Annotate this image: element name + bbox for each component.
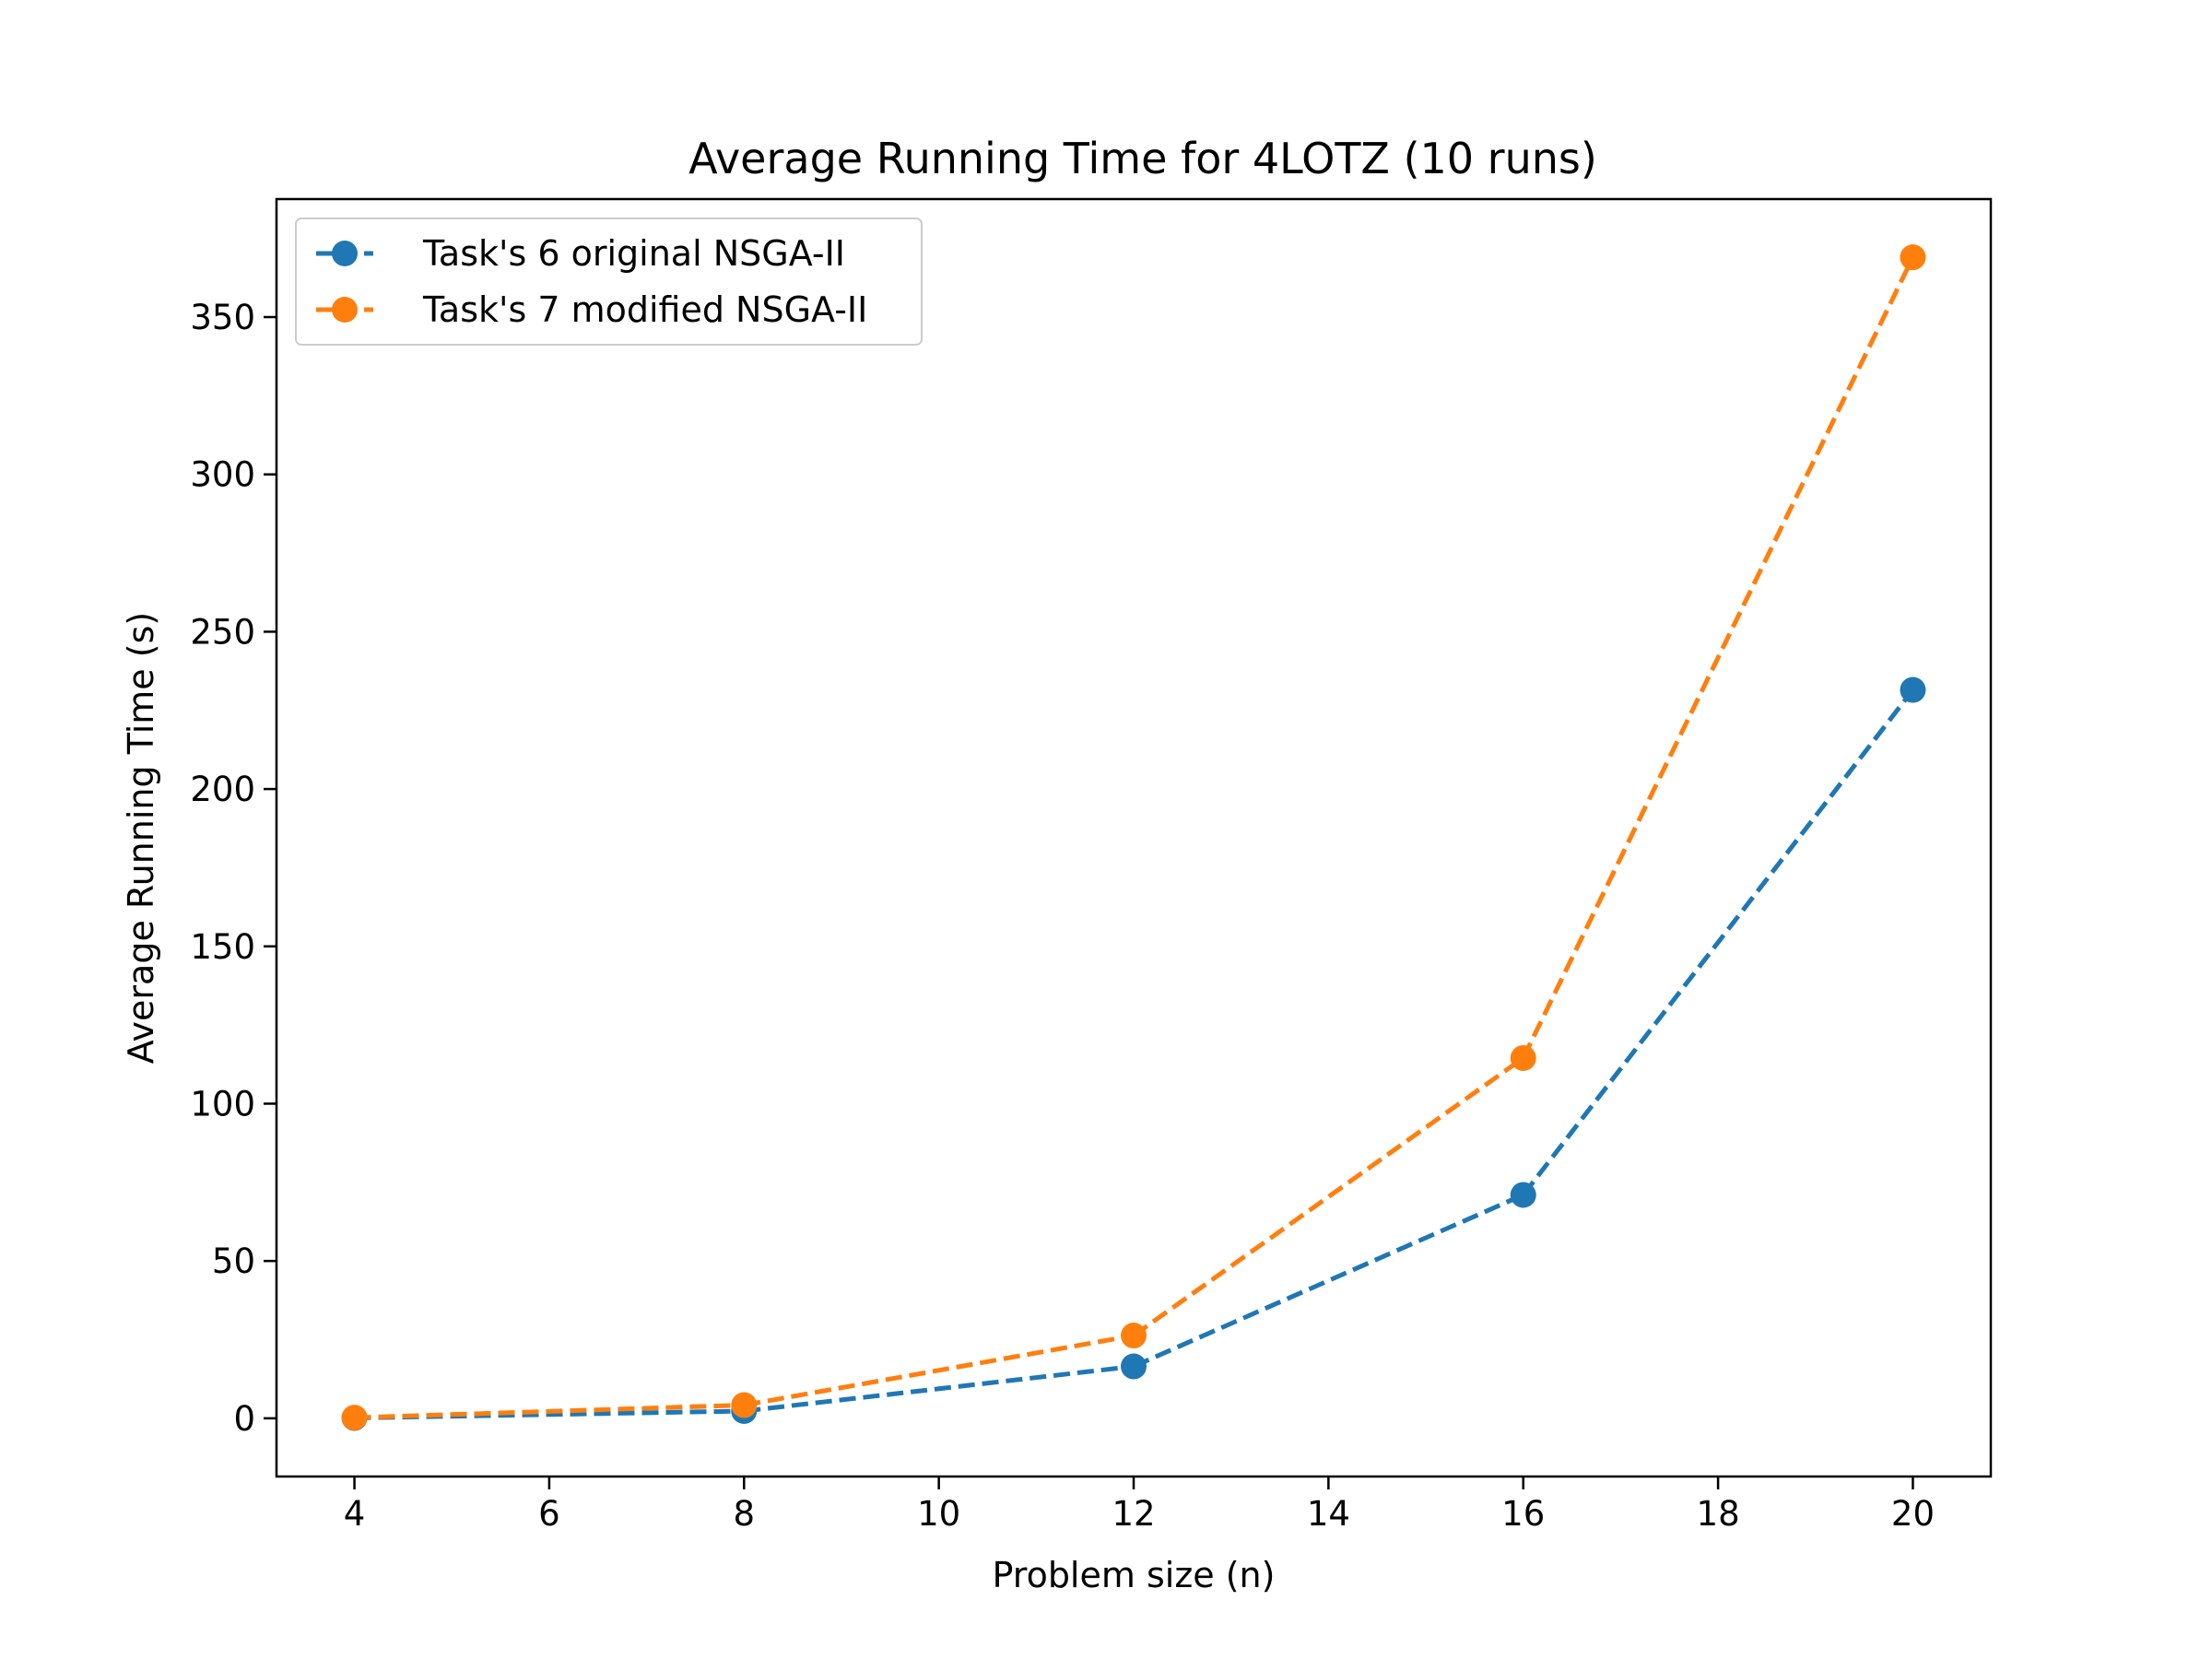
y-axis-label: Average Running Time (s): [121, 612, 161, 1064]
data-point: [1510, 1044, 1536, 1071]
legend-label: Task's 7 modified NSGA-II: [422, 289, 867, 330]
legend-box: [295, 218, 923, 346]
legend-label: Task's 6 original NSGA-II: [422, 233, 845, 274]
x-tick-label: 18: [1697, 1494, 1740, 1534]
y-tick-label: 300: [190, 455, 255, 495]
series-line-segment: [354, 1403, 745, 1420]
series-layer: [341, 244, 1926, 1431]
y-tick-label: 200: [190, 770, 255, 809]
y-tick-label: 350: [190, 298, 255, 337]
legend: Task's 6 original NSGA-II Task's 7 modifi…: [295, 218, 923, 346]
data-point: [341, 1405, 368, 1431]
x-tick-label: 10: [917, 1494, 960, 1534]
series-2: [341, 244, 1926, 1431]
legend-marker: [332, 297, 358, 323]
data-point: [1900, 244, 1926, 271]
x-axis-label: Problem size (n): [993, 1555, 1276, 1595]
data-point: [1121, 1353, 1147, 1380]
series-line-segment: [743, 1333, 1135, 1407]
x-tick-label: 12: [1112, 1494, 1155, 1534]
x-tick-label: 14: [1307, 1494, 1350, 1534]
data-point: [1900, 677, 1926, 703]
y-tick-label: 250: [190, 612, 255, 652]
x-tick-label: 8: [733, 1494, 755, 1534]
data-point: [1510, 1182, 1536, 1208]
series-line-segment: [743, 1364, 1135, 1414]
x-tick-label: 20: [1891, 1494, 1935, 1534]
x-tick-label: 6: [538, 1494, 560, 1534]
data-point: [731, 1392, 758, 1418]
data-point: [1121, 1323, 1147, 1349]
y-tick-label: 0: [233, 1399, 255, 1439]
y-tick-label: 150: [190, 927, 255, 967]
legend-entry: Task's 7 modified NSGA-II: [316, 289, 867, 330]
x-tick-label: 4: [344, 1494, 366, 1534]
y-tick-label: 100: [190, 1084, 255, 1124]
series-line-segment: [1132, 1055, 1525, 1338]
x-tick-label: 16: [1501, 1494, 1545, 1534]
y-tick-label: 50: [212, 1241, 255, 1281]
legend-marker: [332, 241, 358, 266]
series-line-segment: [1521, 256, 1915, 1060]
y-axis: 0 50 100 150 200 250 300 350: [190, 298, 276, 1439]
chart-title: Average Running Time for 4LOTZ (10 runs): [688, 134, 1597, 183]
x-axis: 4 6 8 10 12 14 16 18 20: [344, 1477, 1935, 1534]
series-line-segment: [1521, 688, 1915, 1196]
legend-entry: Task's 6 original NSGA-II: [316, 233, 845, 274]
series-line-segment: [354, 1408, 745, 1421]
